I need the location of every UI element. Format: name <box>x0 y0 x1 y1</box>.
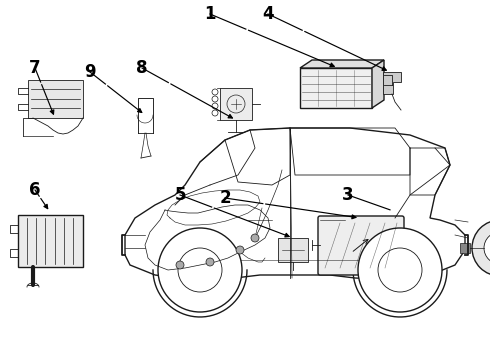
Text: 2: 2 <box>219 189 231 207</box>
Polygon shape <box>220 88 252 120</box>
Text: 6: 6 <box>29 181 41 199</box>
Circle shape <box>158 228 242 312</box>
Polygon shape <box>300 60 384 68</box>
Text: 3: 3 <box>342 186 354 204</box>
Polygon shape <box>372 60 384 108</box>
Polygon shape <box>18 215 83 267</box>
Text: 7: 7 <box>29 59 41 77</box>
Circle shape <box>358 228 442 312</box>
Text: 9: 9 <box>84 63 96 81</box>
Polygon shape <box>278 238 308 262</box>
Circle shape <box>236 246 244 254</box>
Polygon shape <box>383 72 401 94</box>
Circle shape <box>206 258 214 266</box>
Circle shape <box>484 232 490 264</box>
Text: 4: 4 <box>262 5 274 23</box>
FancyBboxPatch shape <box>318 216 404 275</box>
Bar <box>460 243 470 253</box>
Circle shape <box>251 234 259 242</box>
Text: 8: 8 <box>136 59 148 77</box>
Polygon shape <box>300 68 372 108</box>
Circle shape <box>472 220 490 276</box>
Circle shape <box>176 261 184 269</box>
Text: 1: 1 <box>204 5 216 23</box>
Polygon shape <box>28 80 83 118</box>
Text: 5: 5 <box>174 186 186 204</box>
